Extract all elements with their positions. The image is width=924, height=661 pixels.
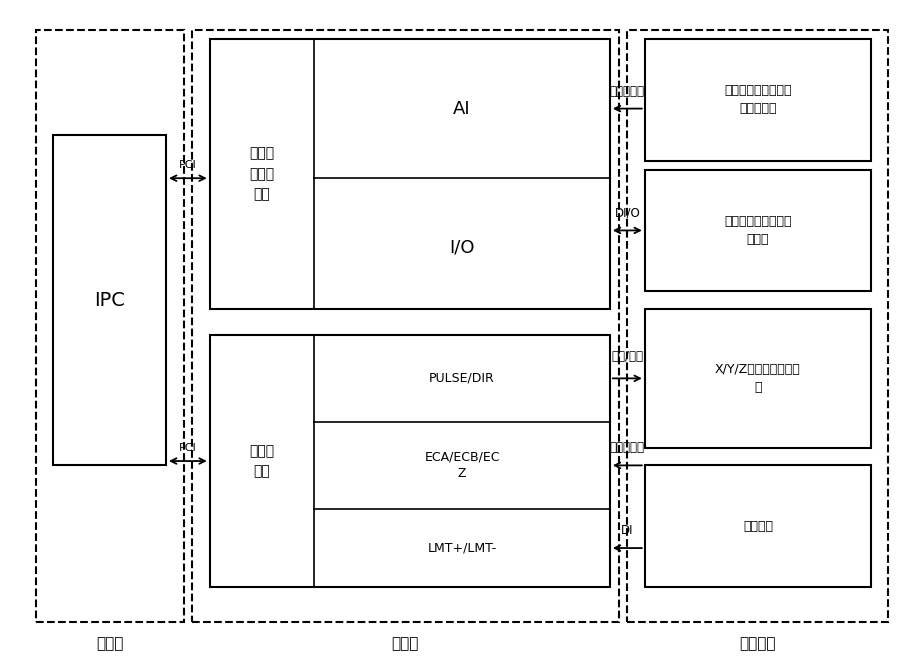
Text: 模拟量输入: 模拟量输入 bbox=[610, 85, 645, 98]
Text: DI/O: DI/O bbox=[614, 206, 640, 219]
Bar bbox=[36, 30, 184, 622]
Text: X/Y/Z轴伺服电机驱动
器: X/Y/Z轴伺服电机驱动 器 bbox=[715, 363, 801, 394]
Bar bbox=[210, 335, 610, 587]
Text: LMT+/LMT-: LMT+/LMT- bbox=[428, 541, 496, 555]
Bar bbox=[192, 30, 619, 622]
Text: 硬件外设: 硬件外设 bbox=[739, 637, 776, 651]
Bar bbox=[645, 169, 871, 292]
Text: PULSE/DIR: PULSE/DIR bbox=[429, 372, 495, 385]
Bar bbox=[645, 39, 871, 161]
Text: 下位机: 下位机 bbox=[392, 637, 419, 651]
Bar bbox=[645, 309, 871, 448]
Text: 编码器相位: 编码器相位 bbox=[610, 442, 645, 455]
Text: PCI: PCI bbox=[179, 160, 197, 170]
Text: DI: DI bbox=[621, 524, 634, 537]
Text: 激光位移传感器、压
力传感器等: 激光位移传感器、压 力传感器等 bbox=[724, 85, 792, 116]
Bar bbox=[210, 39, 610, 309]
Text: I/O: I/O bbox=[449, 239, 475, 257]
Bar bbox=[53, 135, 166, 465]
Bar bbox=[645, 465, 871, 587]
Text: PCI: PCI bbox=[179, 443, 197, 453]
Text: ECA/ECB/EC
Z: ECA/ECB/EC Z bbox=[424, 451, 500, 480]
Text: 脉冲/方向: 脉冲/方向 bbox=[612, 350, 643, 363]
Bar bbox=[627, 30, 888, 622]
Text: 多功能
数据采
集卡: 多功能 数据采 集卡 bbox=[249, 146, 274, 202]
Text: AI: AI bbox=[453, 100, 471, 118]
Text: 上位机: 上位机 bbox=[96, 637, 123, 651]
Text: 开关、继电器、控制
面板等: 开关、继电器、控制 面板等 bbox=[724, 215, 792, 246]
Text: IPC: IPC bbox=[94, 291, 125, 309]
Text: 行程开关: 行程开关 bbox=[743, 520, 772, 533]
Text: 运动控
制卡: 运动控 制卡 bbox=[249, 444, 274, 479]
